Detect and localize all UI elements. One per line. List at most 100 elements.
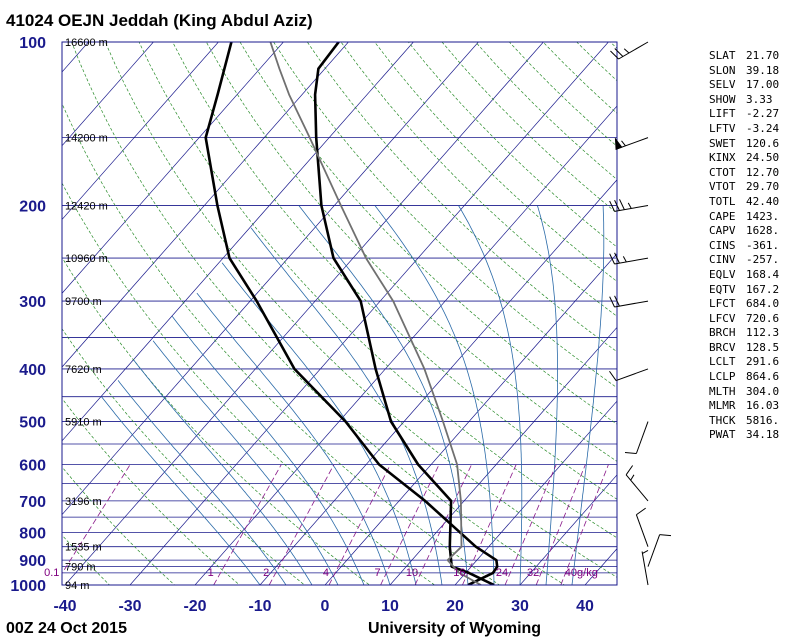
temperature-tick-label: -10 <box>248 598 271 615</box>
wind-barb-flag <box>609 296 615 308</box>
index-name: SWET <box>709 136 736 150</box>
mixing-ratio-line <box>414 464 472 585</box>
mixing-ratio-line <box>268 464 335 585</box>
wind-barbs <box>609 41 672 586</box>
isotherm-line <box>194 105 617 585</box>
index-row: VTOT 29.70 <box>709 180 789 195</box>
height-label: 3196 m <box>65 496 102 508</box>
moist-adiabat-line <box>250 227 443 585</box>
index-name: BRCV <box>709 340 736 354</box>
wind-barb-flag <box>609 370 617 381</box>
height-label: 1535 m <box>65 542 102 554</box>
index-value: 120.6 <box>746 136 780 150</box>
index-value: 24.50 <box>746 151 780 165</box>
index-value: 128.5 <box>746 340 780 354</box>
isotherm-line <box>62 42 414 442</box>
index-row: EQTV 167.2 <box>709 283 789 298</box>
wind-barb-half-flag <box>627 202 632 209</box>
pressure-tick-label: 500 <box>19 415 46 432</box>
wind-barb-staff <box>647 534 661 567</box>
moist-adiabat-line <box>298 205 469 585</box>
pressure-tick-label: 800 <box>19 525 46 542</box>
index-row: EQLV 168.4 <box>709 268 789 283</box>
dry-adiabat-line <box>62 102 501 585</box>
index-name: CINV <box>709 253 736 267</box>
mixing-ratio-label: 32 <box>527 567 539 579</box>
index-value: 39.18 <box>746 63 780 77</box>
chart-title: 41024 OEJN Jeddah (King Abdul Aziz) <box>6 11 313 30</box>
wind-barb-staff <box>618 41 649 60</box>
mixing-ratio-line <box>380 464 440 585</box>
index-value: 16.03 <box>746 399 780 413</box>
moist-adiabat-line <box>458 205 523 585</box>
index-name: CINS <box>709 238 736 252</box>
index-value: 12.70 <box>746 165 780 179</box>
index-value: -3.24 <box>746 121 780 135</box>
pressure-tick-label: 1000 <box>10 578 46 595</box>
wind-barb-staff <box>615 368 649 382</box>
index-value: 864.6 <box>746 370 780 384</box>
index-value: -361. <box>746 238 780 252</box>
index-value: 17.00 <box>746 78 780 92</box>
wind-barb-flag <box>659 534 672 537</box>
index-row: SELV 17.00 <box>709 78 789 93</box>
index-value: 291.6 <box>746 355 780 369</box>
wind-barb-half-flag <box>621 140 626 147</box>
isotherm-line <box>389 326 617 585</box>
index-name: SHOW <box>709 92 736 106</box>
wind-barb-flag <box>636 507 646 516</box>
pressure-tick-label: 600 <box>19 458 46 475</box>
index-value: 112.3 <box>746 326 780 340</box>
index-value: 5816. <box>746 413 780 427</box>
wind-barb-half-flag <box>623 48 630 54</box>
dry-adiabat-line <box>307 42 617 353</box>
index-value: -2.27 <box>746 107 780 121</box>
parcel-profile-line <box>269 42 482 585</box>
index-name: LIFT <box>709 107 736 121</box>
grid-lines <box>62 42 617 585</box>
index-value: 168.4 <box>746 267 780 281</box>
sounding-curves <box>204 42 499 585</box>
dry-adiabat-line <box>62 256 371 585</box>
temperature-profile-line <box>313 42 495 585</box>
height-label: 12420 m <box>65 200 108 212</box>
moist-adiabat-line <box>152 340 339 585</box>
mixing-ratio-label: 4 <box>323 567 329 579</box>
mixing-ratio-label: 2 <box>263 567 269 579</box>
wind-barb-staff <box>625 474 649 502</box>
index-row: SLON 39.18 <box>709 64 789 79</box>
wind-barb-pennant <box>614 137 623 150</box>
pressure-tick-label: 200 <box>19 198 46 215</box>
pressure-tick-label: 900 <box>19 553 46 570</box>
index-name: LFTV <box>709 121 736 135</box>
index-value: 720.6 <box>746 311 780 325</box>
mixing-ratio-label: 1 <box>208 567 214 579</box>
moist-adiabat-line <box>171 316 365 585</box>
mixing-ratio-line <box>328 464 391 585</box>
moist-adiabat-line <box>101 396 261 585</box>
moist-adiabat-line <box>221 262 417 585</box>
index-row: LIFT -2.27 <box>709 107 789 122</box>
index-value: 21.70 <box>746 49 780 62</box>
pressure-tick-label: 700 <box>19 494 46 511</box>
temperature-tick-label: 40 <box>576 598 594 615</box>
index-value: 304.0 <box>746 384 780 398</box>
moist-adiabat-line <box>374 205 495 585</box>
index-name: VTOT <box>709 180 736 194</box>
wind-barb-staff <box>614 300 649 308</box>
mixing-ratio-label: 16 <box>453 567 465 579</box>
isotherm-line <box>62 42 219 221</box>
mixing-ratio-label: 24 <box>496 567 508 579</box>
index-name: EQLV <box>709 267 736 281</box>
dry-adiabat-line <box>104 42 617 578</box>
height-label: 94 m <box>65 580 89 592</box>
mixing-ratio-line <box>560 464 609 585</box>
wind-barb-half-flag <box>622 256 627 263</box>
wind-barb-half-flag <box>630 474 635 481</box>
wind-barb-flag <box>614 295 620 307</box>
index-row: CINV -257. <box>709 253 789 268</box>
index-name: CTOT <box>709 165 736 179</box>
index-row: LFCV 720.6 <box>709 312 789 327</box>
wind-barb-staff <box>635 514 649 547</box>
